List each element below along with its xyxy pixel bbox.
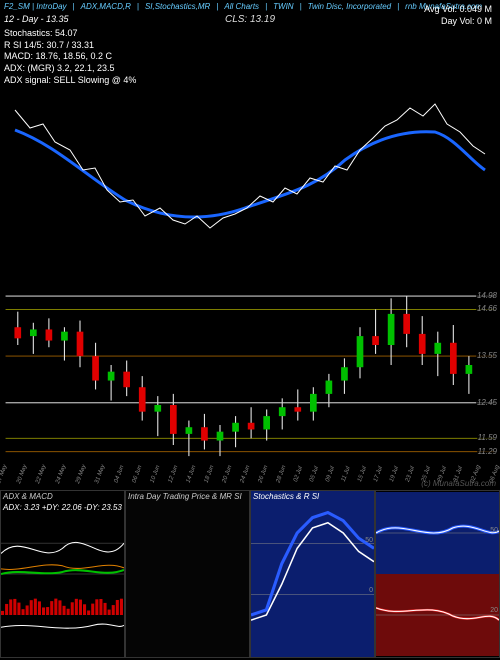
px-line (15, 104, 485, 228)
p4-t1: 50 (490, 527, 498, 534)
p4-svg (376, 491, 499, 657)
ind-stoch: Stochastics: 54.07 (4, 28, 136, 40)
ylabel: 14.66 (476, 304, 498, 313)
vol-block: Avg Vol: 0.049 M Day Vol: 0 M (424, 4, 492, 27)
panel-adx-macd: ADX & MACD ADX: 3.23 +DY: 22.06 -DY: 23.… (0, 490, 125, 658)
cls-label: CLS: 13.19 (225, 14, 275, 25)
day-label: 12 - Day - 13.35 (4, 14, 69, 24)
ylabel: 11.29 (477, 447, 498, 456)
p3-title: Stochastics & R SI (253, 492, 319, 501)
watermark: (c) MunafaSutra.com (421, 479, 496, 488)
link-sym[interactable]: TWIN (273, 2, 293, 11)
price-svg (0, 90, 500, 260)
link-intra[interactable]: F2_SM | IntroDay (4, 2, 67, 11)
bottom-row: ADX & MACD ADX: 3.23 +DY: 22.06 -DY: 23.… (0, 490, 500, 658)
price-panel (0, 90, 500, 260)
ylabel: 12.45 (476, 398, 498, 407)
ind-macd: MACD: 18.76, 18.56, 0.2 C (4, 51, 136, 63)
p1-bars (1, 599, 123, 615)
panel-intraday: Intra Day Trading Price & MR SI (125, 490, 250, 658)
p1-line: ADX: 3.23 +DY: 22.06 -DY: 23.53 (3, 503, 122, 512)
candle-svg (0, 265, 500, 465)
day-vol: Day Vol: 0 M (424, 16, 492, 28)
p3-t1: 50 (365, 537, 373, 544)
link-all[interactable]: All Charts (224, 2, 259, 11)
p4-t2: 20 (490, 607, 498, 614)
p3-white (251, 523, 374, 620)
p2-title: Intra Day Trading Price & MR SI (128, 492, 242, 501)
p1-svg (1, 491, 124, 657)
link-si[interactable]: SI,Stochastics,MR (145, 2, 210, 11)
p1-lower-white (1, 624, 124, 628)
p3-svg (251, 491, 374, 657)
avg-vol: Avg Vol: 0.049 M (424, 4, 492, 16)
ylabel: 11.59 (477, 433, 498, 442)
ind-rsi: R SI 14/5: 30.7 / 33.31 (4, 40, 136, 52)
panel-dual: 50 20 (375, 490, 500, 658)
x-axis: 17 May20 May22 May24 May29 May31 May04 J… (0, 466, 468, 488)
p1-white (1, 542, 124, 553)
link-co[interactable]: Twin Disc, Incorporated (308, 2, 391, 11)
p1-orange (1, 565, 124, 570)
candle-panel: 14.98 14.66 13.55 12.45 11.59 11.29 (0, 265, 500, 465)
link-adx[interactable]: ADX,MACD,R (81, 2, 131, 11)
ma-line (15, 130, 485, 217)
panel-stoch: Stochastics & R SI 50 0 (250, 490, 375, 658)
ylabel: 13.55 (476, 351, 498, 360)
p1-green (1, 570, 124, 574)
indicator-block: Stochastics: 54.07 R SI 14/5: 30.7 / 33.… (4, 28, 136, 86)
ind-adxsig: ADX signal: SELL Slowing @ 4% (4, 75, 136, 87)
p3-t0: 0 (369, 587, 373, 594)
p1-title: ADX & MACD (3, 492, 53, 501)
ylabel: 14.98 (476, 291, 498, 300)
ind-adx: ADX: (MGR) 3.2, 22.1, 23.5 (4, 63, 136, 75)
